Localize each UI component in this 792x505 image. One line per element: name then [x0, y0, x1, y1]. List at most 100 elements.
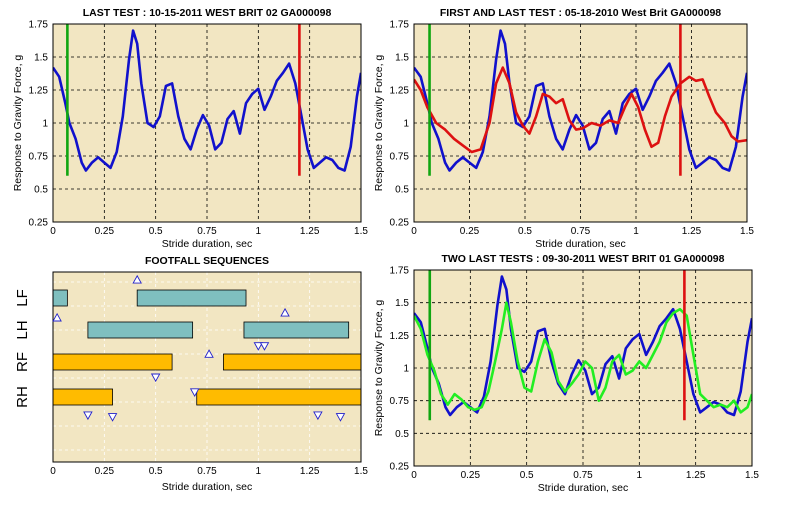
- y-tick-label: 0.75: [29, 152, 49, 163]
- x-axis-label: Stride duration, sec: [538, 482, 628, 494]
- footfall-bar-RF: [53, 353, 173, 371]
- y-tick-label: 1.5: [34, 53, 48, 64]
- x-tick-label: 1: [637, 470, 643, 481]
- lane-label: LH: [14, 320, 31, 339]
- footfall-bar-LH: [87, 321, 194, 339]
- y-tick-label: 1.75: [390, 266, 410, 277]
- y-axis-label: Response to Gravity Force, g: [12, 55, 24, 192]
- y-tick-label: 1: [42, 119, 48, 130]
- series-line-blue: [53, 29, 361, 172]
- y-tick-label: 1: [403, 119, 409, 130]
- y-tick-label: 1.25: [390, 86, 410, 97]
- lane-label: RF: [14, 352, 31, 372]
- lane-label: LF: [14, 289, 31, 307]
- y-tick-label: 1: [403, 364, 409, 375]
- footfall-bar-LH: [243, 321, 350, 339]
- x-tick-label: 0.25: [461, 470, 481, 481]
- y-tick-label: 1.75: [390, 20, 410, 31]
- x-tick-label: 0.25: [460, 226, 480, 237]
- bars-group: [53, 289, 361, 406]
- y-tick-label: 0.75: [390, 152, 410, 163]
- footfall-event-up-marker: [204, 349, 214, 358]
- x-tick-label: 0.5: [520, 470, 534, 481]
- x-tick-label: 1.25: [300, 226, 320, 237]
- x-tick-label: 0.75: [197, 466, 217, 477]
- x-tick-label: 0.25: [95, 226, 115, 237]
- x-axis-label: Stride duration, sec: [535, 238, 625, 250]
- x-tick-label: 1.5: [354, 466, 368, 477]
- chart-title: FIRST AND LAST TEST : 05-18-2010 West Br…: [440, 7, 721, 19]
- x-tick-label: 1.25: [300, 466, 320, 477]
- chart-panel-4: 0 0.25 0.5 0.75 1 1.25 1.50.250.50.7511.251.51…: [373, 253, 759, 494]
- plot-frame: [413, 269, 753, 467]
- y-tick-label: 1.75: [29, 20, 49, 31]
- y-tick-label: 0.5: [34, 185, 48, 196]
- x-tick-label: 0: [50, 226, 56, 237]
- series-line-red: [414, 66, 747, 154]
- footfall-event-down-marker: [313, 411, 323, 421]
- footfall-event-down-marker: [83, 411, 93, 421]
- x-tick-label: 0.75: [197, 226, 217, 237]
- y-tick-label: 0.25: [390, 218, 410, 229]
- y-tick-label: 1.25: [390, 331, 410, 342]
- lane-label: RH: [14, 386, 31, 408]
- x-axis-label: Stride duration, sec: [162, 481, 252, 493]
- series-group: [414, 24, 747, 176]
- x-axis-label: Stride duration, sec: [162, 238, 252, 250]
- x-tick-label: 1: [256, 466, 262, 477]
- x-tick-label: 0.5: [149, 226, 163, 237]
- footfall-event-down-marker: [107, 413, 118, 422]
- x-tick-label: 0: [50, 466, 56, 477]
- series-line-lime: [414, 301, 752, 414]
- series-group: [53, 24, 361, 176]
- y-tick-label: 0.5: [395, 185, 409, 196]
- footfall-event-down-marker: [259, 342, 270, 351]
- plot-frame: [52, 271, 362, 463]
- x-tick-label: 0.25: [95, 466, 115, 477]
- x-tick-label: 1.5: [745, 470, 759, 481]
- series-group: [414, 270, 752, 421]
- x-tick-label: 0: [411, 226, 417, 237]
- chart-panel-1: 0 0.25 0.5 0.75 1 1.25 1.50.250.50.7511.251.51…: [12, 7, 368, 250]
- y-tick-label: 0.75: [390, 396, 410, 407]
- footfall-bar-LF: [53, 289, 68, 307]
- footfall-event-down-marker: [335, 413, 346, 422]
- x-tick-label: 0.75: [573, 470, 593, 481]
- x-tick-label: 1.25: [686, 470, 706, 481]
- footfall-event-up-marker: [280, 307, 290, 317]
- footfall-bar-RH: [53, 388, 113, 406]
- footfall-event-down-marker: [150, 373, 161, 383]
- y-axis-label: Response to Gravity Force, g: [373, 300, 385, 437]
- x-tick-label: 1.5: [740, 226, 754, 237]
- x-tick-label: 1: [633, 226, 639, 237]
- footfall-event-down-marker: [253, 342, 264, 351]
- chart-panel-2: 0 0.25 0.5 0.75 1 1.25 1.50.250.50.7511.251.51…: [373, 7, 754, 250]
- x-tick-label: 0.5: [518, 226, 532, 237]
- footfall-bar-LF: [136, 289, 247, 307]
- chart-title: TWO LAST TESTS : 09-30-2011 WEST BRIT 01…: [441, 253, 724, 265]
- y-axis-label: Response to Gravity Force, g: [373, 55, 385, 192]
- plot-frame: [413, 23, 748, 223]
- y-tick-label: 1.5: [395, 298, 409, 309]
- footfall-event-down-marker: [189, 388, 200, 397]
- footfall-event-up-marker: [132, 274, 142, 284]
- y-tick-label: 1.25: [29, 86, 49, 97]
- y-tick-label: 0.25: [29, 218, 49, 229]
- x-tick-label: 0.75: [571, 226, 591, 237]
- x-tick-label: 1.25: [682, 226, 702, 237]
- footfall-event-up-marker: [52, 312, 62, 322]
- y-tick-label: 0.25: [390, 462, 410, 473]
- footfall-bar-RF: [223, 353, 361, 371]
- x-tick-label: 1.5: [354, 226, 368, 237]
- x-tick-label: 0: [411, 470, 417, 481]
- plot-frame: [52, 23, 362, 223]
- x-tick-label: 0.5: [149, 466, 163, 477]
- y-tick-label: 0.5: [395, 429, 409, 440]
- footfall-bar-RH: [196, 388, 361, 406]
- y-tick-label: 1.5: [395, 53, 409, 64]
- series-line-blue: [414, 29, 747, 172]
- chart-title: FOOTFALL SEQUENCES: [145, 255, 269, 267]
- chart-panel-3: 0 0.25 0.5 0.75 1 1.25 1.5 LF LH RF RH FOOTFALL SEQ…: [14, 255, 368, 493]
